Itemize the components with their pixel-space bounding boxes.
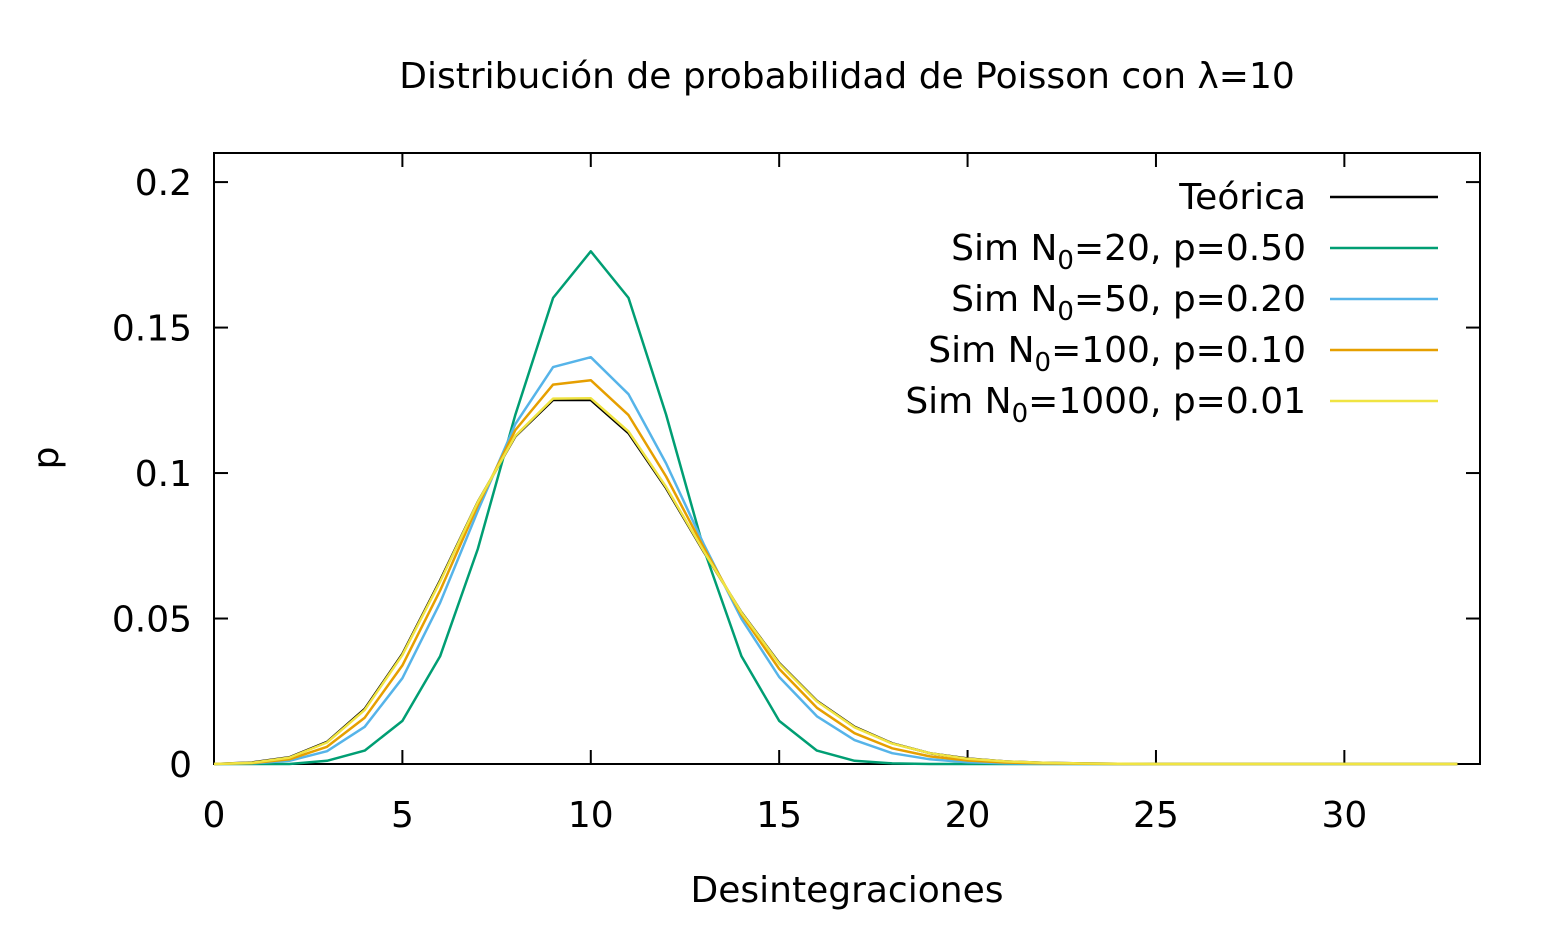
x-tick-label: 30: [1321, 795, 1367, 836]
legend-label-main: Teórica: [1178, 177, 1306, 218]
x-axis-label: Desintegraciones: [691, 870, 1004, 911]
legend-label-subscript: 0: [1012, 399, 1029, 429]
y-tick-label: 0: [169, 745, 192, 786]
legend-label-main: Sim N: [928, 330, 1034, 371]
x-tick-label: 20: [945, 795, 991, 836]
legend-label-3: Sim N0=100, p=0.10: [928, 330, 1306, 378]
y-tick-label: 0.1: [135, 454, 192, 495]
x-tick-label: 0: [203, 795, 226, 836]
legend-label-1: Sim N0=20, p=0.50: [951, 228, 1306, 276]
legend-label-main: Sim N: [951, 279, 1057, 320]
y-tick-label: 0.2: [135, 163, 192, 204]
x-tick-label: 10: [568, 795, 614, 836]
plot-area: [213, 152, 1481, 765]
y-tick-label: 0.05: [112, 600, 192, 641]
legend-label-rest: =20, p=0.50: [1074, 228, 1306, 269]
x-tick-label: 25: [1133, 795, 1179, 836]
series-line-0: [213, 398, 1458, 766]
tick-labels: 0 5 10 15 20 25 30 0 0.05 0.1 0.15 0.2: [112, 163, 1367, 836]
legend-label-subscript: 0: [1057, 246, 1074, 276]
series-line-3: [213, 378, 1458, 766]
x-tick-label: 5: [391, 795, 414, 836]
x-tick-label: 15: [756, 795, 802, 836]
legend-label-4: Sim N0=1000, p=0.01: [905, 381, 1306, 429]
legend-label-subscript: 0: [1035, 348, 1052, 378]
plot-frame: [213, 152, 1481, 765]
chart-title: Distribución de probabilidad de Poisson …: [399, 56, 1295, 97]
legend-label-subscript: 0: [1057, 297, 1074, 327]
legend-label-rest: =1000, p=0.01: [1028, 381, 1306, 422]
series-line-1: [214, 250, 1458, 766]
legend-label-main: Sim N: [951, 228, 1057, 269]
series-line-4: [213, 397, 1458, 766]
y-tick-label: 0.15: [112, 309, 192, 350]
legend-label-main: Sim N: [905, 381, 1011, 422]
axis-ticks: [213, 153, 1480, 765]
legend-label-rest: =100, p=0.10: [1051, 330, 1306, 371]
legend-label-rest: =50, p=0.20: [1074, 279, 1306, 320]
y-axis-label: p: [26, 447, 67, 470]
series-group: [213, 250, 1458, 766]
legend-label-2: Sim N0=50, p=0.20: [951, 279, 1306, 327]
legend-label-0: Teórica: [1178, 177, 1306, 218]
